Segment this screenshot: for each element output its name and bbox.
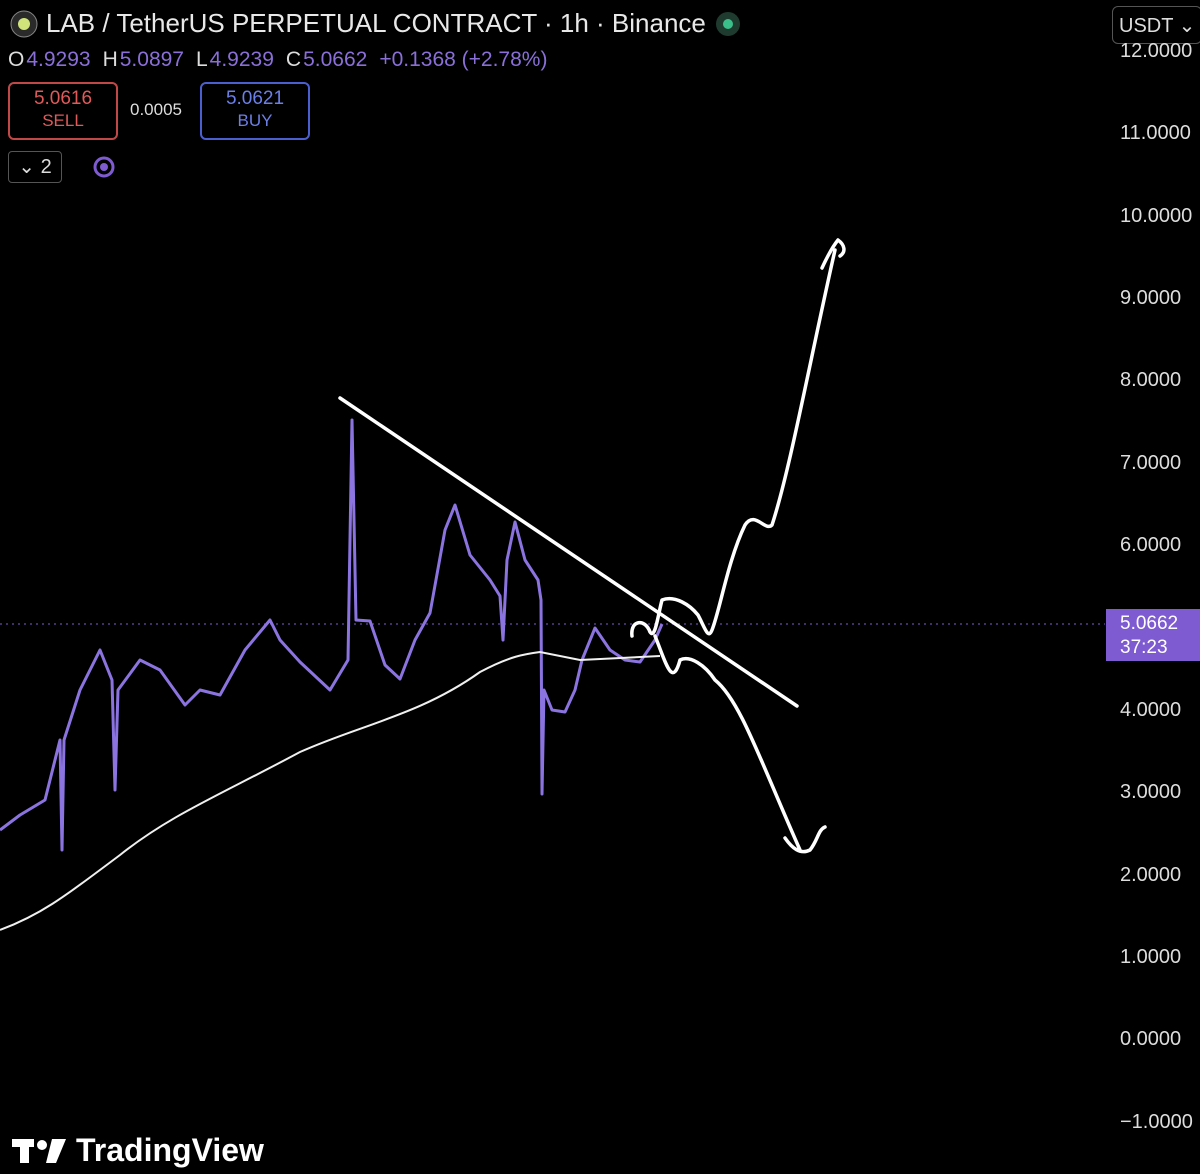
currency-select[interactable]: USDT ⌄ xyxy=(1112,6,1200,44)
bearish-scenario-drawing xyxy=(653,634,827,854)
currency: USDT xyxy=(1119,15,1174,37)
ohlc-key: O xyxy=(8,48,25,71)
price-tick-label: 3.0000 xyxy=(1120,781,1182,804)
indicators-count: 2 xyxy=(40,156,52,178)
last-price: 5.0662 xyxy=(1120,613,1179,634)
market-status xyxy=(715,11,740,36)
price-tick-label: −1.0000 xyxy=(1120,1110,1193,1133)
sell-label: SELL xyxy=(42,111,84,130)
brand: TradingView xyxy=(12,1132,264,1169)
price-tick-label: 0.0000 xyxy=(1120,1028,1182,1051)
ohlc-key: L xyxy=(195,48,208,71)
price-tick-label: 9.0000 xyxy=(1120,287,1182,310)
sell-price: 5.0616 xyxy=(33,88,93,109)
last-price-label: 5.0662 37:23 xyxy=(1106,609,1200,661)
price-tick-label: 4.0000 xyxy=(1120,698,1182,721)
price-history xyxy=(0,418,664,852)
price-tick-label: 6.0000 xyxy=(1120,534,1182,557)
countdown: 37:23 xyxy=(1120,637,1168,658)
sell-button[interactable]: 5.0616 SELL xyxy=(8,82,118,140)
brand-name: TradingView xyxy=(76,1132,264,1168)
ohlc-row: O4.9293 H5.0897 L4.9239 C5.0662 +0.1368 (+2.… xyxy=(8,48,559,72)
moving-average xyxy=(0,650,661,931)
brand-logo xyxy=(12,1138,66,1163)
buy-price: 5.0621 xyxy=(225,88,285,109)
ohlc-value: 4.9239 xyxy=(209,48,274,71)
bullish-scenario-drawing xyxy=(630,238,846,638)
refresh-icon[interactable] xyxy=(90,153,118,181)
buy-label: BUY xyxy=(237,111,273,130)
ohlc-key: H xyxy=(102,48,118,71)
spread: 0.0005 xyxy=(130,100,182,119)
ohlc-value: 5.0897 xyxy=(119,48,184,71)
ohlc-key: C xyxy=(285,48,302,71)
price-tick-label: 12.0000 xyxy=(1120,40,1193,62)
trendline-drawing xyxy=(338,396,799,708)
indicators-toggle[interactable]: ⌄ 2 xyxy=(8,151,62,183)
price-tick-label: 2.0000 xyxy=(1120,863,1182,886)
title-text: LAB / TetherUS PERPETUAL CONTRACT · 1h ·… xyxy=(46,8,706,38)
price-tick-label: 8.0000 xyxy=(1120,369,1182,392)
ohlc-value: 5.0662 xyxy=(303,48,368,71)
price-tick-label: 10.0000 xyxy=(1120,204,1193,227)
buy-button[interactable]: 5.0621 BUY xyxy=(200,82,310,140)
price-change: +0.1368 (+2.78%) xyxy=(379,48,548,71)
symbol-title: LAB / TetherUS PERPETUAL CONTRACT · 1h ·… xyxy=(10,8,742,39)
price-tick-label: 1.0000 xyxy=(1120,945,1182,968)
ohlc-value: 4.9293 xyxy=(26,48,91,71)
price-tick-label: 7.0000 xyxy=(1120,451,1182,474)
price-tick-label: 11.0000 xyxy=(1120,122,1191,145)
symbol-icon xyxy=(10,10,38,37)
